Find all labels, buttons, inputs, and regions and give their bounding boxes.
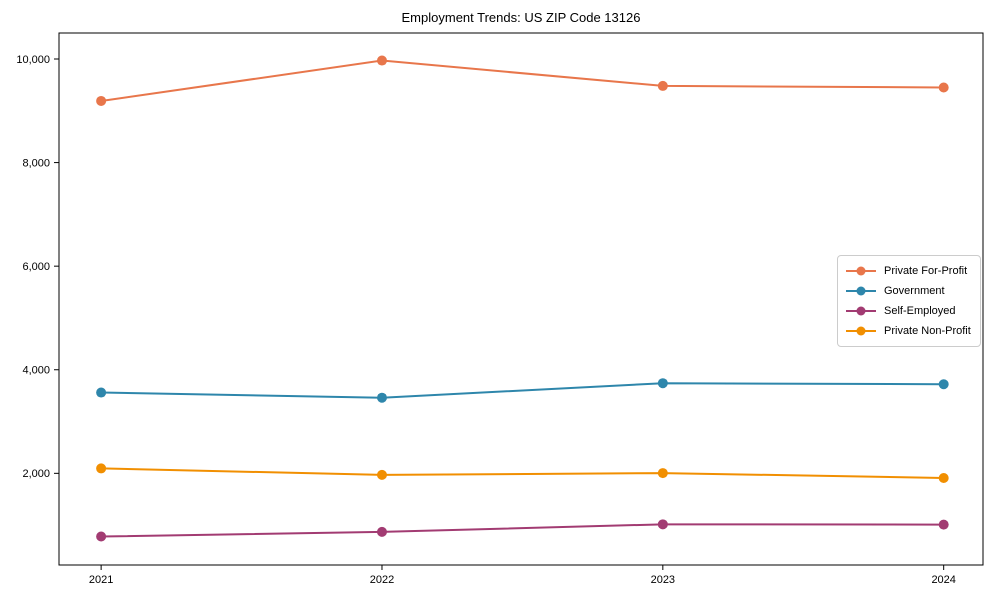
y-tick-label: 8,000	[22, 157, 50, 169]
legend-marker-icon	[846, 306, 876, 316]
series-line-private-non-profit	[100, 467, 945, 479]
data-point-government	[376, 392, 387, 403]
legend-dot	[856, 286, 866, 296]
legend-dot	[856, 306, 866, 316]
y-tick-label: 4,000	[22, 365, 50, 377]
data-point-private-for-profit	[376, 55, 387, 66]
legend-dot	[856, 266, 866, 276]
data-point-self-employed	[657, 519, 668, 530]
y-tick-label: 2,000	[22, 468, 50, 480]
data-point-government	[938, 379, 949, 390]
legend-label: Self-Employed	[884, 305, 956, 317]
legend-item: Self-Employed	[845, 301, 971, 321]
legend-marker-icon	[846, 326, 876, 336]
x-tick-label: 2022	[370, 574, 394, 586]
data-point-private-non-profit	[376, 469, 387, 480]
x-tick-label: 2023	[651, 574, 675, 586]
data-point-government	[657, 378, 668, 389]
plot-border	[58, 32, 984, 566]
data-point-private-non-profit	[96, 463, 107, 474]
legend-item: Government	[845, 281, 971, 301]
legend-marker-icon	[846, 266, 876, 276]
chart-title: Employment Trends: US ZIP Code 13126	[401, 10, 641, 25]
legend-label: Private Non-Profit	[884, 325, 971, 337]
legend: Private For-Profit Government Self-Employe…	[837, 255, 981, 347]
data-point-self-employed	[938, 519, 949, 530]
legend-marker-icon	[846, 286, 876, 296]
legend-item: Private Non-Profit	[845, 321, 971, 341]
data-point-government	[96, 387, 107, 398]
legend-label: Private For-Profit	[884, 265, 968, 277]
data-point-private-for-profit	[938, 82, 949, 93]
series-line-self-employed	[100, 523, 945, 538]
data-point-private-for-profit	[657, 80, 668, 91]
y-tick-label: 6,000	[22, 261, 50, 273]
y-tick-label: 10,000	[16, 54, 50, 66]
legend-dot	[856, 326, 866, 336]
data-point-private-non-profit	[657, 468, 668, 479]
data-point-self-employed	[96, 531, 107, 542]
data-point-private-non-profit	[938, 472, 949, 483]
data-point-private-for-profit	[96, 95, 107, 106]
legend-item: Private For-Profit	[845, 261, 971, 281]
data-point-self-employed	[376, 526, 387, 537]
x-tick-label: 2021	[89, 574, 113, 586]
series-line-private-for-profit	[100, 59, 945, 102]
x-tick-label: 2024	[931, 574, 955, 586]
series-line-government	[100, 382, 945, 399]
legend-label: Government	[884, 285, 945, 297]
